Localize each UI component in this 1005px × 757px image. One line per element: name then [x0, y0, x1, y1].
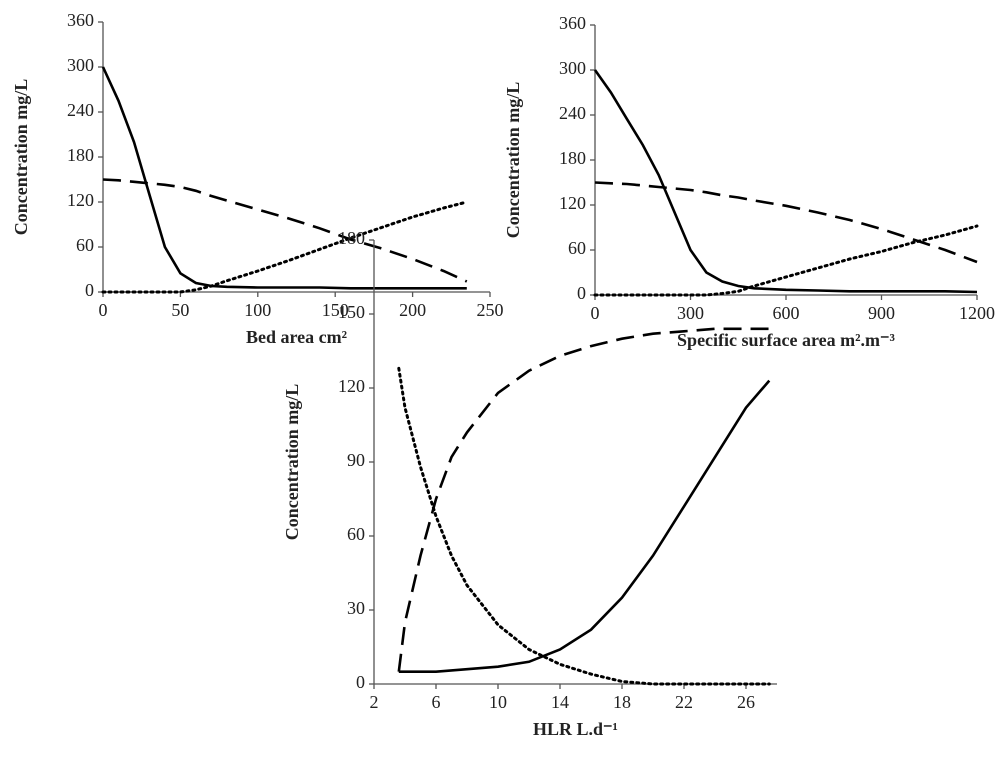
y-tick-label: 120: [559, 193, 586, 213]
y-tick-label: 240: [559, 103, 586, 123]
x-tick-label: 22: [675, 692, 693, 712]
x-tick-label: 6: [432, 692, 441, 712]
y-tick-label: 60: [347, 524, 365, 544]
data-line: [594, 181, 978, 264]
x-tick-label: 18: [613, 692, 631, 712]
x-tick-label: 250: [477, 300, 504, 320]
data-line: [593, 69, 978, 294]
x-tick-label: 200: [399, 300, 426, 320]
y-tick-label: 0: [577, 283, 586, 303]
x-axis-title: Specific surface area m².m⁻³: [677, 330, 896, 350]
x-tick-label: 100: [244, 300, 271, 320]
x-tick-label: 600: [773, 303, 800, 323]
y-axis-title: Concentration mg/L: [11, 79, 31, 236]
y-tick-label: 240: [67, 100, 94, 120]
y-tick-label: 180: [67, 145, 94, 165]
x-tick-label: 150: [322, 300, 349, 320]
y-tick-label: 120: [67, 190, 94, 210]
data-line: [102, 178, 468, 283]
y-tick-label: 150: [338, 302, 365, 322]
y-tick-label: 60: [568, 238, 586, 258]
data-line: [101, 200, 469, 294]
x-tick-label: 2: [370, 692, 379, 712]
x-tick-label: 26: [737, 692, 755, 712]
x-tick-label: 0: [591, 303, 600, 323]
x-tick-label: 0: [99, 300, 108, 320]
y-tick-label: 180: [338, 228, 365, 248]
x-tick-label: 300: [677, 303, 704, 323]
data-line: [593, 224, 979, 297]
y-tick-label: 180: [559, 148, 586, 168]
x-axis-title: HLR L.d⁻¹: [533, 719, 618, 739]
data-line: [397, 366, 771, 686]
data-line: [397, 327, 770, 672]
y-tick-label: 120: [338, 376, 365, 396]
y-tick-label: 30: [347, 598, 365, 618]
y-tick-label: 90: [347, 450, 365, 470]
data-line: [398, 379, 771, 673]
y-tick-label: 60: [76, 235, 94, 255]
data-line: [101, 66, 467, 290]
y-tick-label: 300: [67, 55, 94, 75]
x-tick-label: 1200: [959, 303, 995, 323]
y-tick-label: 360: [67, 10, 94, 30]
x-tick-label: 10: [489, 692, 507, 712]
x-tick-label: 50: [171, 300, 189, 320]
x-tick-label: 900: [868, 303, 895, 323]
y-tick-label: 300: [559, 58, 586, 78]
y-axis-title: Concentration mg/L: [282, 384, 302, 541]
y-tick-label: 360: [559, 13, 586, 33]
y-tick-label: 0: [85, 280, 94, 300]
y-tick-label: 0: [356, 672, 365, 692]
y-axis-title: Concentration mg/L: [503, 82, 523, 239]
x-tick-label: 14: [551, 692, 569, 712]
x-axis-title: Bed area cm²: [246, 327, 347, 347]
